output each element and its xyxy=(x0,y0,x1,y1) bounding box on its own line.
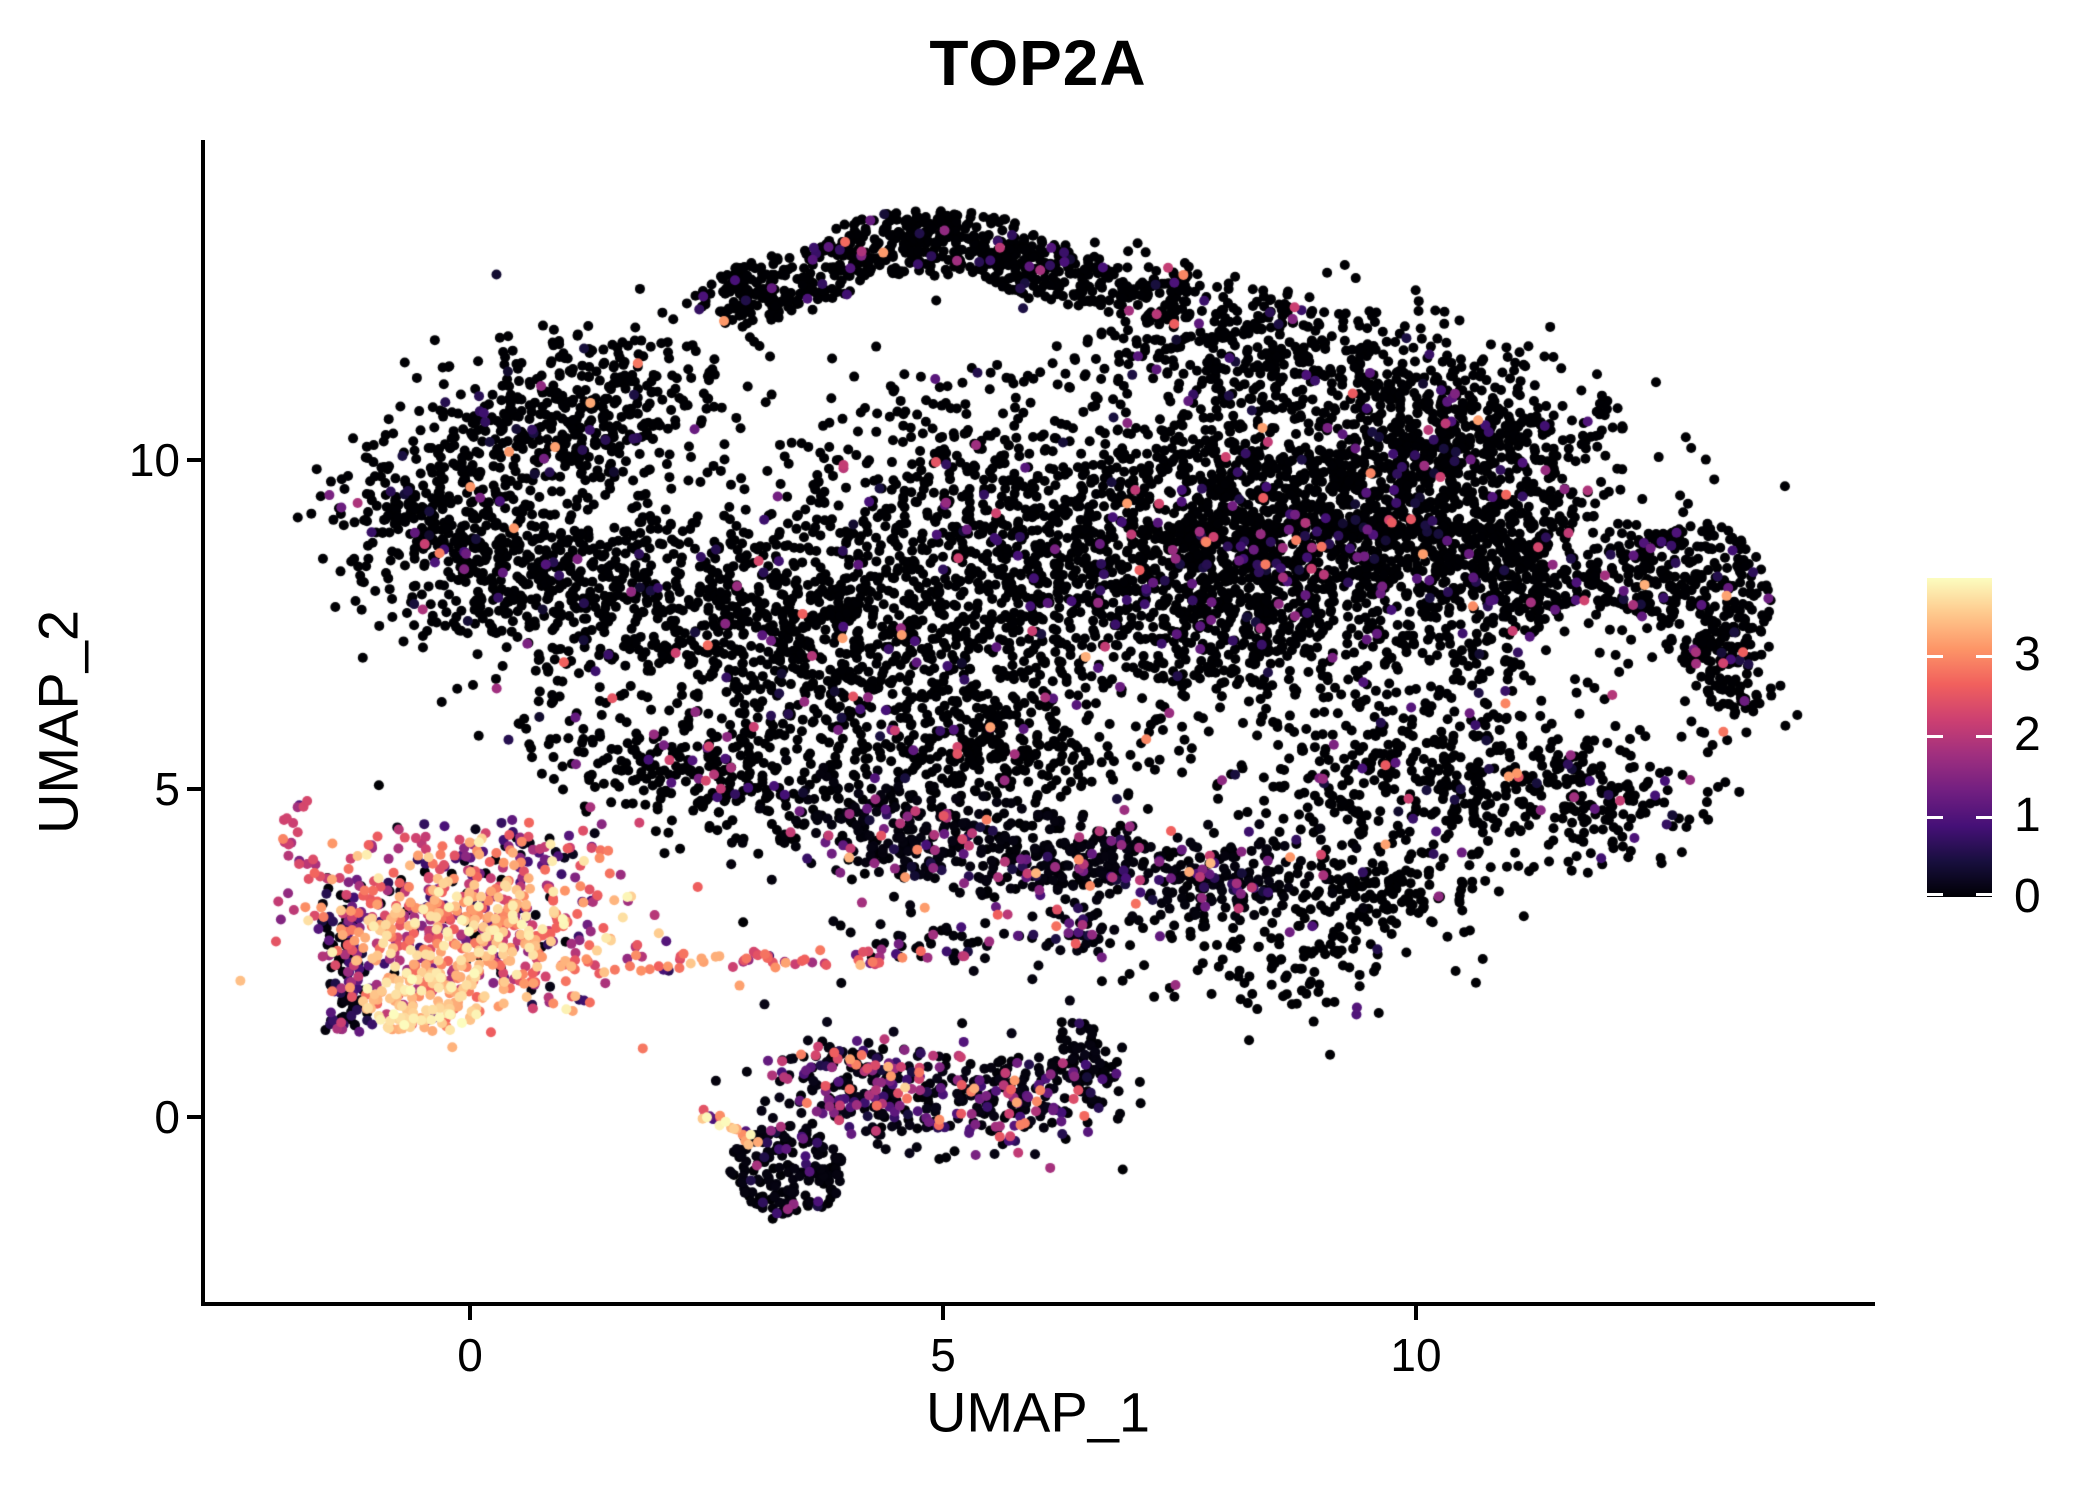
colorbar-tick-label: 0 xyxy=(2014,870,2041,923)
x-tick-label: 10 xyxy=(1390,1329,1442,1381)
plot-panel xyxy=(205,142,1871,1302)
y-axis-title: UMAP_2 xyxy=(26,609,90,835)
colorbar-tick-mark xyxy=(1976,654,1992,658)
chart-title: TOP2A xyxy=(929,27,1147,99)
y-tick-mark xyxy=(187,1115,201,1119)
colorbar-tick-mark xyxy=(1976,893,1992,896)
colorbar-tick-label: 1 xyxy=(2014,789,2041,843)
x-tick-mark xyxy=(941,1306,945,1320)
colorbar-tick-mark xyxy=(1927,816,1943,820)
x-tick-label: 0 xyxy=(457,1329,483,1381)
colorbar-tick-mark xyxy=(1927,654,1943,658)
umap-scatter-canvas xyxy=(205,142,1871,1302)
colorbar-tick-mark xyxy=(1976,735,1992,739)
x-tick-mark xyxy=(1414,1306,1418,1320)
y-tick-label: 10 xyxy=(128,434,180,486)
y-tick-mark xyxy=(187,458,201,462)
y-axis-line xyxy=(201,140,205,1306)
colorbar-tick-label: 2 xyxy=(2014,708,2041,762)
x-tick-label: 5 xyxy=(930,1329,956,1381)
colorbar-tick-label: 3 xyxy=(2014,627,2041,681)
x-axis-line xyxy=(201,1302,1875,1306)
y-tick-label: 5 xyxy=(154,762,180,815)
colorbar-tick-mark xyxy=(1927,893,1943,896)
colorbar-tick-mark xyxy=(1976,816,1992,820)
y-tick-mark xyxy=(187,786,201,791)
x-tick-mark xyxy=(468,1306,472,1320)
y-tick-label: 0 xyxy=(154,1091,180,1143)
x-axis-title: UMAP_1 xyxy=(925,1380,1151,1444)
colorbar-tick-mark xyxy=(1927,735,1943,739)
